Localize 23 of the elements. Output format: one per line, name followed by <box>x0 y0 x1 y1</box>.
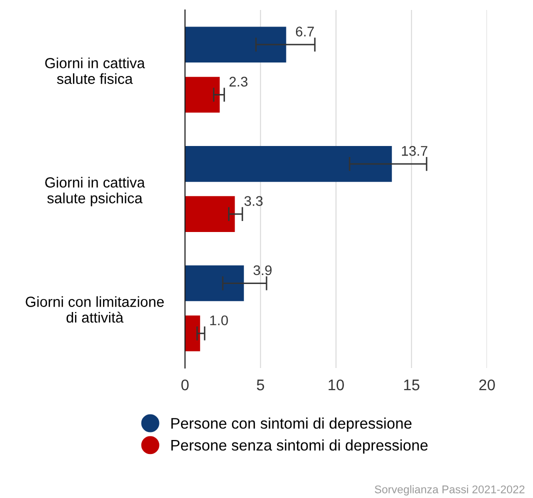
bar <box>185 265 244 302</box>
bar <box>185 146 392 182</box>
y-tick-label: Giorni in cattiva salute psichica <box>45 176 145 206</box>
data-label: 1.0 <box>210 315 228 326</box>
data-label: 13.7 <box>402 146 428 156</box>
x-tick-label: 10 <box>328 380 344 390</box>
legend-label: Persone senza sintomi di depressione <box>171 439 428 454</box>
x-tick-label: 15 <box>404 380 420 390</box>
data-label: 6.7 <box>296 26 314 36</box>
data-label: 3.3 <box>244 196 263 206</box>
y-tick-label: Giorni con limitazione di attività <box>26 296 164 323</box>
y-tick-label: Giorni in cattiva salute fisica <box>45 58 145 84</box>
bar <box>185 315 200 352</box>
x-tick-label: 5 <box>256 380 264 390</box>
bar <box>185 76 220 113</box>
bar <box>185 26 286 63</box>
data-label: 3.9 <box>253 265 272 276</box>
data-label: 2.3 <box>229 76 248 87</box>
text: Sorveglianza Passi 2021-2022 <box>374 485 524 496</box>
legend-label: Persone con sintomi di depressione <box>171 418 412 432</box>
x-tick-label: 0 <box>181 380 189 390</box>
x-tick-label: 20 <box>479 380 495 390</box>
bar <box>185 196 235 232</box>
